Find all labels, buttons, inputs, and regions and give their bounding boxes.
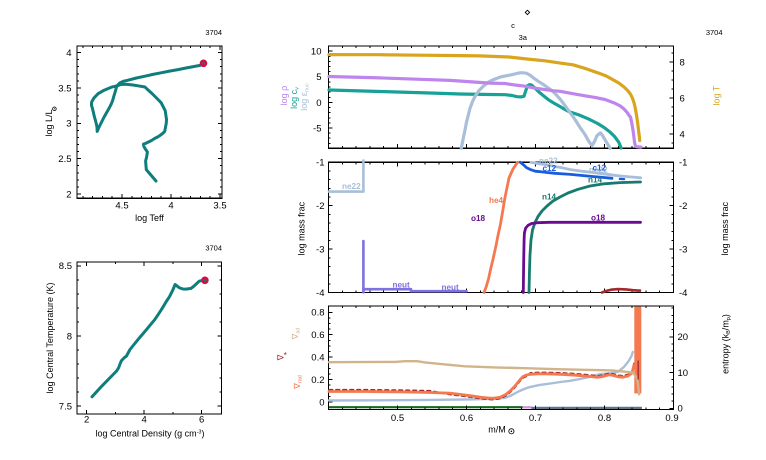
svg-text:log Teff: log Teff: [135, 213, 164, 223]
svg-text:4: 4: [66, 48, 71, 59]
svg-text:2: 2: [84, 415, 89, 426]
svg-text:3a: 3a: [519, 33, 528, 42]
svg-text:8: 8: [67, 331, 72, 342]
svg-text:*: *: [284, 351, 288, 360]
svg-text:10: 10: [311, 47, 322, 58]
svg-text:log ρ: log ρ: [279, 86, 289, 106]
svg-text:4: 4: [168, 201, 173, 212]
svg-text:4.5: 4.5: [115, 201, 128, 212]
svg-text:8: 8: [680, 57, 685, 68]
svg-text:he4: he4: [489, 196, 504, 205]
svg-text:0.9: 0.9: [665, 413, 678, 424]
svg-text:log T: log T: [712, 85, 722, 105]
svg-text:5: 5: [316, 72, 321, 83]
svg-text:c12: c12: [593, 164, 607, 173]
svg-text:entropy (kB/mp): entropy (kB/mp): [721, 314, 733, 374]
svg-text:log cv: log cv: [289, 87, 301, 109]
svg-text:3704: 3704: [205, 243, 222, 252]
svg-text:∇rad: ∇rad: [292, 375, 304, 390]
svg-text:3704: 3704: [205, 28, 222, 37]
svg-text:3704: 3704: [706, 28, 723, 37]
svg-text:0.6: 0.6: [460, 413, 473, 424]
svg-text:o18: o18: [591, 214, 606, 223]
svg-text:-4: -4: [679, 288, 687, 299]
svg-text:-1: -1: [316, 158, 324, 169]
svg-text:7.5: 7.5: [59, 402, 72, 413]
svg-text:neut: neut: [393, 280, 411, 289]
svg-text:0.4: 0.4: [311, 353, 324, 364]
svg-text:3: 3: [66, 119, 71, 130]
svg-text:ne22: ne22: [539, 157, 558, 166]
svg-text:4: 4: [142, 415, 147, 426]
svg-text:4: 4: [680, 129, 685, 140]
svg-text:8.5: 8.5: [59, 261, 72, 272]
svg-text:n14: n14: [588, 176, 603, 185]
svg-text:c12: c12: [543, 164, 557, 173]
svg-text:-3: -3: [316, 245, 324, 256]
svg-text:log mass frac: log mass frac: [720, 201, 730, 255]
svg-text:∇: ∇: [276, 353, 286, 361]
svg-text:0: 0: [319, 397, 324, 408]
svg-text:o18: o18: [471, 214, 486, 223]
svg-text:0.5: 0.5: [391, 413, 404, 424]
svg-text:ne22: ne22: [342, 182, 361, 191]
svg-text:log Central Density (g cm-3): log Central Density (g cm-3): [96, 429, 205, 439]
svg-text:neut: neut: [442, 283, 460, 292]
svg-text:0: 0: [678, 404, 683, 415]
svg-text:2.5: 2.5: [58, 154, 71, 165]
svg-text:-2: -2: [316, 201, 324, 212]
svg-text:c: c: [511, 21, 515, 30]
svg-text:10: 10: [678, 368, 689, 379]
svg-text:0.8: 0.8: [311, 308, 324, 319]
svg-text:0.6: 0.6: [311, 330, 324, 341]
svg-text:-4: -4: [316, 288, 324, 299]
svg-text:0.8: 0.8: [598, 413, 611, 424]
svg-text:log εnuc: log εnuc: [299, 83, 311, 111]
svg-text:-5: -5: [313, 123, 321, 134]
svg-text:6: 6: [680, 93, 685, 104]
svg-text:log mass frac: log mass frac: [296, 201, 306, 255]
svg-text:0.7: 0.7: [529, 413, 542, 424]
svg-text:3.5: 3.5: [213, 201, 226, 212]
svg-text:-2: -2: [679, 201, 687, 212]
svg-text:log Central Temperature (K): log Central Temperature (K): [45, 283, 55, 394]
svg-text:6: 6: [199, 415, 204, 426]
svg-text:-3: -3: [679, 245, 687, 256]
svg-text:-1: -1: [679, 158, 687, 169]
svg-text:m/M: m/M: [488, 425, 506, 435]
svg-text:3.5: 3.5: [58, 83, 71, 94]
svg-text:0: 0: [316, 98, 321, 109]
svg-text:2: 2: [66, 189, 71, 200]
svg-text:∇ad: ∇ad: [290, 328, 302, 341]
svg-text:ne22: ne22: [589, 166, 608, 175]
svg-text:0.2: 0.2: [311, 375, 324, 386]
svg-text:n14: n14: [542, 193, 557, 202]
svg-text:20: 20: [678, 332, 689, 343]
svg-text:log L/L: log L/L: [44, 109, 54, 136]
